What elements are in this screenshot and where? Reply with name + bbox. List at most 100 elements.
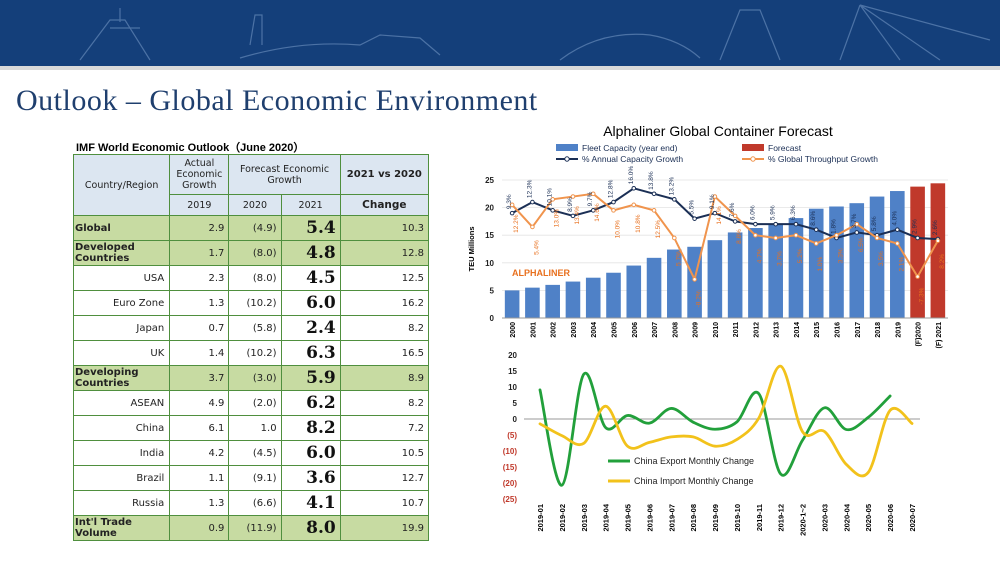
row-2021: 4.5	[280, 265, 341, 291]
row-name: Russia	[72, 490, 171, 516]
capacity-label: 8.9%	[567, 197, 574, 212]
row-2021: 6.0	[280, 290, 341, 316]
legend-label: Forecast	[768, 143, 802, 153]
x-tick-label: 2007	[652, 322, 659, 338]
row-change: 19.9	[339, 515, 430, 541]
table-row: Developed Countries 1.7 (8.0) 4.8 12.8	[72, 240, 430, 266]
bar	[585, 277, 601, 318]
row-name: Euro Zone	[72, 290, 171, 316]
series-point	[530, 199, 535, 205]
table-row: India 4.2 (4.5) 6.0 10.5	[72, 440, 430, 466]
throughput-label: 10.0%	[615, 220, 622, 239]
bar	[727, 232, 743, 318]
capacity-label: 6.3%	[790, 205, 797, 220]
throughput-label: 8.8%	[736, 229, 743, 244]
throughput-label: 3.5%	[878, 251, 885, 266]
y-tick-label: (25)	[503, 495, 518, 504]
y-tick-label: 0	[490, 314, 495, 323]
row-change: 10.5	[339, 440, 430, 466]
legend-label: Fleet Capacity (year end)	[582, 143, 678, 153]
table-row: Int'l Trade Volume 0.9 (11.9) 8.0 19.9	[72, 515, 430, 541]
header-2020: 2020	[228, 194, 282, 216]
throughput-label: 13.0%	[554, 209, 561, 228]
banner-divider	[0, 66, 1000, 70]
capacity-label: 7.6%	[729, 202, 736, 217]
x-tick-label: 2020-07	[908, 504, 917, 532]
bar	[808, 208, 824, 318]
x-tick-label: 2019-11	[755, 504, 764, 531]
x-tick-label: (F) 2021	[936, 322, 943, 349]
series-point	[935, 236, 941, 242]
series-line	[538, 364, 914, 478]
x-tick-label: 2019-09	[711, 504, 720, 532]
throughput-label: 1.0%	[817, 256, 824, 271]
throughput-label: 3.7%	[777, 251, 784, 266]
row-2021: 2.4	[280, 315, 341, 341]
port-skyline-image	[79, 4, 991, 61]
y-tick-label: (20)	[503, 479, 518, 488]
y-tick-label: 10	[508, 383, 517, 392]
throughput-label: 3.3%	[838, 248, 845, 263]
header-actual: Actual Economic Growth	[169, 154, 230, 195]
x-tick-label: 2019-01	[536, 504, 545, 532]
table-row: Russia 1.3 (6.6) 4.1 10.7	[72, 490, 430, 516]
row-2019: 0.7	[169, 315, 230, 341]
series-point	[915, 235, 920, 241]
header-2019: 2019	[169, 194, 230, 216]
row-2020: (5.8)	[228, 315, 282, 341]
row-2021: 4.8	[280, 240, 341, 266]
capacity-label: 12.8%	[608, 179, 615, 198]
header-forecast: Forecast Economic Growth	[228, 154, 341, 195]
throughput-label: 6.5%	[858, 237, 865, 252]
page-title: Outlook – Global Economic Environment	[16, 84, 538, 117]
y-tick-label: 20	[508, 351, 517, 360]
capacity-label: 5.9%	[770, 205, 777, 220]
brand-label: ALPHALINER	[512, 268, 570, 278]
capacity-label: 12.3%	[526, 179, 533, 198]
capacity-label: 9.7%	[587, 191, 594, 206]
table-row: ASEAN 4.9 (2.0) 6.2 8.2	[72, 390, 430, 416]
bar	[869, 196, 885, 318]
row-2020: (8.0)	[228, 240, 282, 266]
capacity-label: 2.9%	[912, 219, 919, 234]
x-tick-label: 2019-10	[733, 504, 742, 532]
capacity-label: 8.6%	[810, 211, 817, 226]
legend-swatch	[556, 144, 578, 151]
row-name: Int'l Trade Volume	[72, 515, 171, 541]
row-2019: 2.9	[169, 215, 230, 241]
row-change: 8.2	[339, 390, 430, 416]
series-point	[570, 213, 576, 219]
bar	[748, 228, 763, 318]
row-2021: 8.2	[280, 415, 341, 441]
header-banner	[0, 0, 1000, 66]
x-tick-label: 2013	[774, 322, 781, 338]
series-line	[538, 371, 892, 487]
series-point	[793, 221, 799, 227]
series-line	[511, 192, 939, 283]
series-point	[712, 194, 718, 199]
row-2021: 3.6	[280, 465, 341, 491]
x-tick-label: 2020-03	[820, 504, 829, 532]
bar	[768, 224, 783, 318]
capacity-label: 13.8%	[648, 171, 655, 190]
row-2019: 1.3	[169, 290, 230, 316]
bar	[788, 218, 804, 318]
row-2021: 5.4	[280, 215, 341, 241]
throughput-label: 5.7%	[675, 251, 682, 266]
row-name: UK	[72, 340, 171, 366]
x-tick-label: 2002	[551, 322, 558, 338]
row-name: ASEAN	[72, 390, 171, 416]
series-point	[834, 235, 839, 241]
series-point	[590, 191, 596, 197]
series-point	[813, 241, 819, 246]
x-tick-label: 2019-06	[645, 504, 654, 532]
header-change: Change	[339, 194, 430, 216]
series-point	[732, 219, 738, 224]
row-2020: (10.2)	[228, 290, 282, 316]
table-row: China 6.1 1.0 8.2 7.2	[72, 415, 430, 441]
row-2019: 1.3	[169, 490, 230, 516]
row-name: Brazil	[72, 465, 171, 491]
x-tick-label: 2019-04	[602, 503, 611, 531]
bar	[707, 240, 723, 318]
legend-label: China Import Monthly Change	[634, 476, 754, 486]
